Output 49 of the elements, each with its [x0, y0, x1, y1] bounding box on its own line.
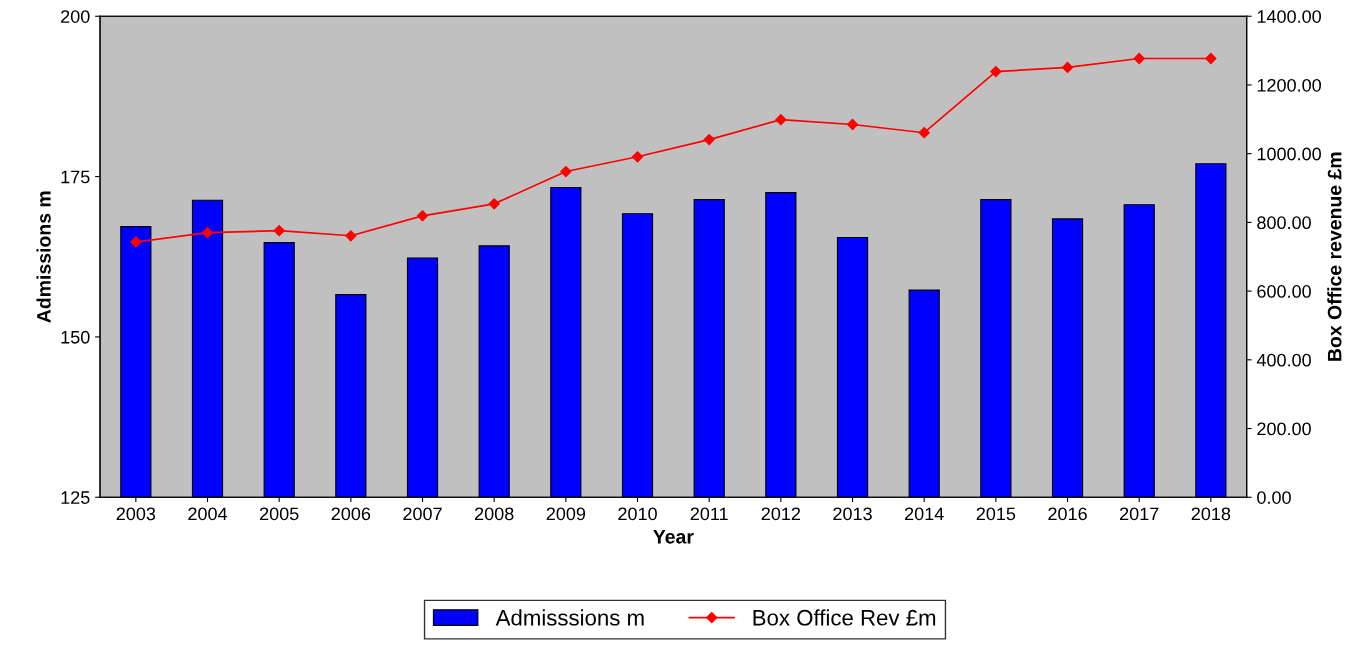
y2-tick-label: 1200.00 — [1257, 78, 1321, 92]
point — [703, 133, 715, 146]
x-tick-label: 2018 — [1191, 507, 1231, 521]
y2-tick-label: 200.00 — [1257, 422, 1311, 436]
point — [775, 114, 787, 126]
x-tick-label: 2010 — [618, 507, 657, 521]
point — [1205, 52, 1217, 65]
y-tick-label: 150 — [61, 330, 90, 344]
y2-tick-label: 800.00 — [1257, 216, 1311, 230]
point — [130, 236, 142, 248]
x-tick-label: 2015 — [976, 507, 1016, 521]
x-tick-label: 2006 — [331, 507, 371, 521]
x-tick-label: 2009 — [546, 507, 586, 521]
point — [918, 127, 930, 139]
x-tick-label: 2008 — [475, 507, 514, 521]
x-tick-label: 2014 — [905, 507, 944, 521]
point — [488, 198, 500, 210]
point — [1133, 52, 1145, 65]
y2-tick-label: 400.00 — [1256, 353, 1311, 367]
point — [560, 165, 572, 178]
y2-tick-label: 0.00 — [1257, 491, 1291, 504]
y-tick-label: 125 — [61, 491, 90, 504]
point — [273, 225, 285, 237]
y2-tick-label: 1000.00 — [1257, 147, 1321, 161]
x-tick-label: 2011 — [690, 507, 728, 521]
legend-label: Box Office Rev £m — [753, 609, 936, 626]
point — [201, 227, 214, 239]
point — [990, 65, 1002, 78]
y2-tick-label: 600.00 — [1257, 285, 1311, 298]
point — [1061, 61, 1074, 74]
x-tick-label: 2012 — [761, 507, 801, 521]
y-axis-title: Admissions m — [36, 191, 51, 323]
point — [846, 118, 859, 131]
point — [345, 230, 357, 242]
x-tick-label: 2005 — [260, 507, 299, 521]
point — [631, 151, 644, 163]
x-tick-label: 2013 — [833, 507, 872, 521]
y-tick-label: 175 — [61, 170, 90, 184]
x-axis-title: Year — [653, 530, 694, 544]
legend-label: Admisssions m — [495, 609, 644, 626]
x-tick-label: 2017 — [1120, 507, 1159, 521]
y-tick-label: 200 — [61, 10, 90, 23]
x-tick-label: 2007 — [403, 507, 442, 521]
x-tick-label: 2003 — [116, 507, 156, 521]
y2-axis-title: Box Office revenue £m — [1327, 152, 1342, 361]
x-tick-label: 2016 — [1048, 507, 1087, 521]
point — [416, 210, 429, 222]
x-tick-label: 2004 — [188, 507, 228, 521]
y2-tick-label: 1400.00 — [1257, 10, 1321, 23]
